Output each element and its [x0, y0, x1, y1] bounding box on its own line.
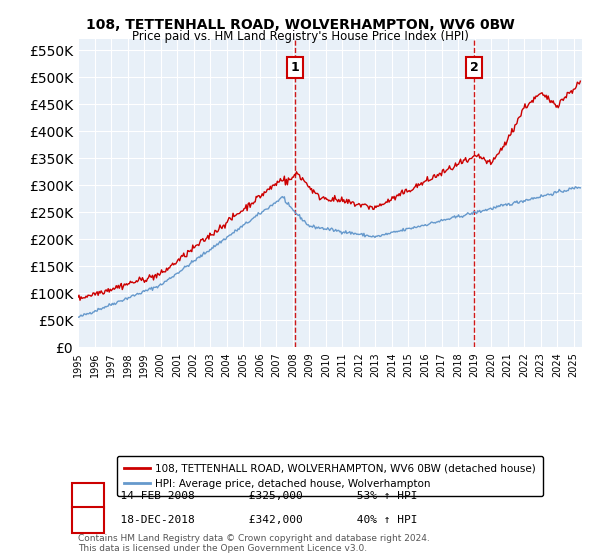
Text: 1: 1 — [84, 491, 92, 501]
Text: 18-DEC-2018        £342,000        40% ↑ HPI: 18-DEC-2018 £342,000 40% ↑ HPI — [107, 515, 418, 525]
Text: 14-FEB-2008        £325,000        53% ↑ HPI: 14-FEB-2008 £325,000 53% ↑ HPI — [107, 491, 418, 501]
Text: Contains HM Land Registry data © Crown copyright and database right 2024.
This d: Contains HM Land Registry data © Crown c… — [78, 534, 430, 553]
Text: 2: 2 — [470, 61, 478, 74]
Text: 1: 1 — [290, 61, 299, 74]
Text: Price paid vs. HM Land Registry's House Price Index (HPI): Price paid vs. HM Land Registry's House … — [131, 30, 469, 43]
Text: 108, TETTENHALL ROAD, WOLVERHAMPTON, WV6 0BW: 108, TETTENHALL ROAD, WOLVERHAMPTON, WV6… — [86, 18, 514, 32]
Legend: 108, TETTENHALL ROAD, WOLVERHAMPTON, WV6 0BW (detached house), HPI: Average pric: 108, TETTENHALL ROAD, WOLVERHAMPTON, WV6… — [117, 456, 543, 496]
Text: 2: 2 — [84, 515, 92, 525]
